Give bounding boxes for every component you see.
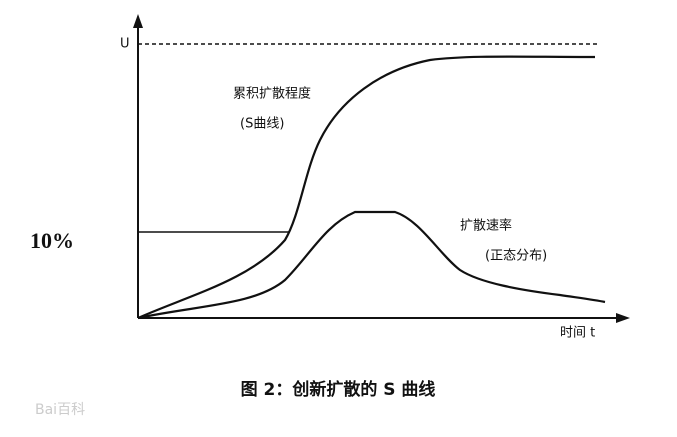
s-curve-sublabel: (S曲线) — [240, 117, 284, 132]
caption: 图 2：创新扩散的 S 曲线 — [241, 379, 436, 400]
bell-curve-sublabel: (正态分布) — [485, 249, 547, 264]
bell-curve — [137, 210, 606, 320]
s-curve — [137, 55, 596, 320]
axes — [137, 20, 624, 319]
threshold-label: 10% — [30, 228, 74, 253]
y-arrow — [133, 14, 143, 28]
x-arrow — [616, 313, 630, 323]
watermark: Bai百科 — [35, 402, 85, 418]
y-axis-label: U — [120, 37, 130, 52]
s-curve-label: 累积扩散程度 — [233, 86, 311, 102]
bell-curve-label: 扩散速率 — [460, 218, 512, 234]
x-axis-label: 时间 t — [560, 326, 595, 341]
